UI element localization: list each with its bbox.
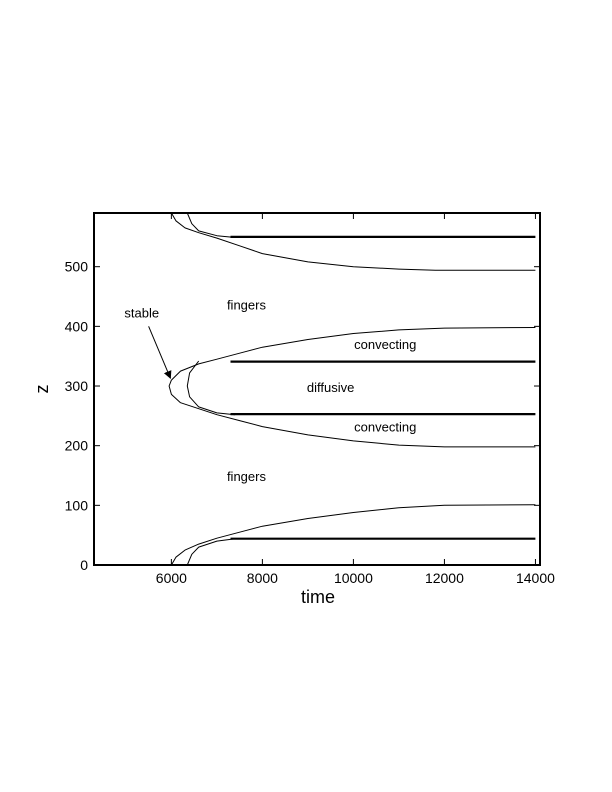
y-tick-label: 100 (65, 497, 89, 513)
x-tick-label: 12000 (425, 570, 464, 586)
y-tick-label: 300 (65, 378, 89, 394)
y-tick-label: 400 (65, 318, 89, 334)
series-line-9 (170, 504, 536, 565)
y-tick-label: 500 (65, 259, 89, 275)
series-line-6 (186, 360, 236, 416)
ticks-layer: 6000 8000 10000 12000 14000 0 100 200 300 400 500 (65, 213, 555, 586)
annotations-layer: fingers stable convecting diffusive convecti… (124, 298, 416, 484)
annotation-convecting: convecting (354, 337, 416, 352)
annotation-diffusive: diffusive (307, 380, 354, 395)
stable-arrow (148, 326, 172, 379)
x-tick-label: 10000 (334, 570, 373, 586)
x-tick-label: 14000 (516, 570, 555, 586)
annotation-stable: stable (124, 305, 159, 320)
x-tick-label: 6000 (156, 570, 187, 586)
annotation-fingers: fingers (227, 469, 267, 484)
x-axis-label: time (301, 587, 335, 607)
y-tick-label: 0 (80, 557, 88, 573)
x-tick-label: 8000 (247, 570, 278, 586)
y-tick-label: 200 (65, 438, 89, 454)
annotation-convecting: convecting (354, 419, 416, 434)
series-line-5 (168, 379, 536, 448)
series-line-4 (171, 327, 536, 381)
y-axis-label: z (32, 385, 52, 394)
series-line-2 (186, 213, 236, 238)
series-line-10 (186, 538, 236, 565)
series-line-1 (170, 213, 536, 271)
annotation-fingers: fingers (227, 298, 267, 313)
plot-frame (93, 212, 541, 566)
series-layer (168, 213, 536, 565)
